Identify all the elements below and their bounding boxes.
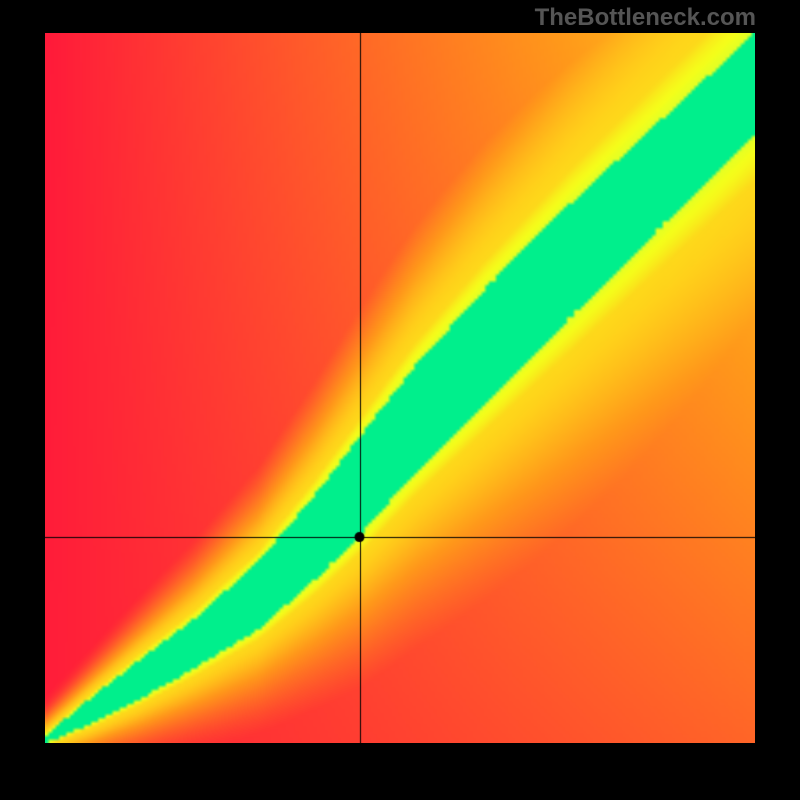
watermark-text: TheBottleneck.com (535, 4, 756, 32)
chart-container: TheBottleneck.com (0, 0, 800, 800)
bottleneck-heatmap (45, 33, 755, 743)
